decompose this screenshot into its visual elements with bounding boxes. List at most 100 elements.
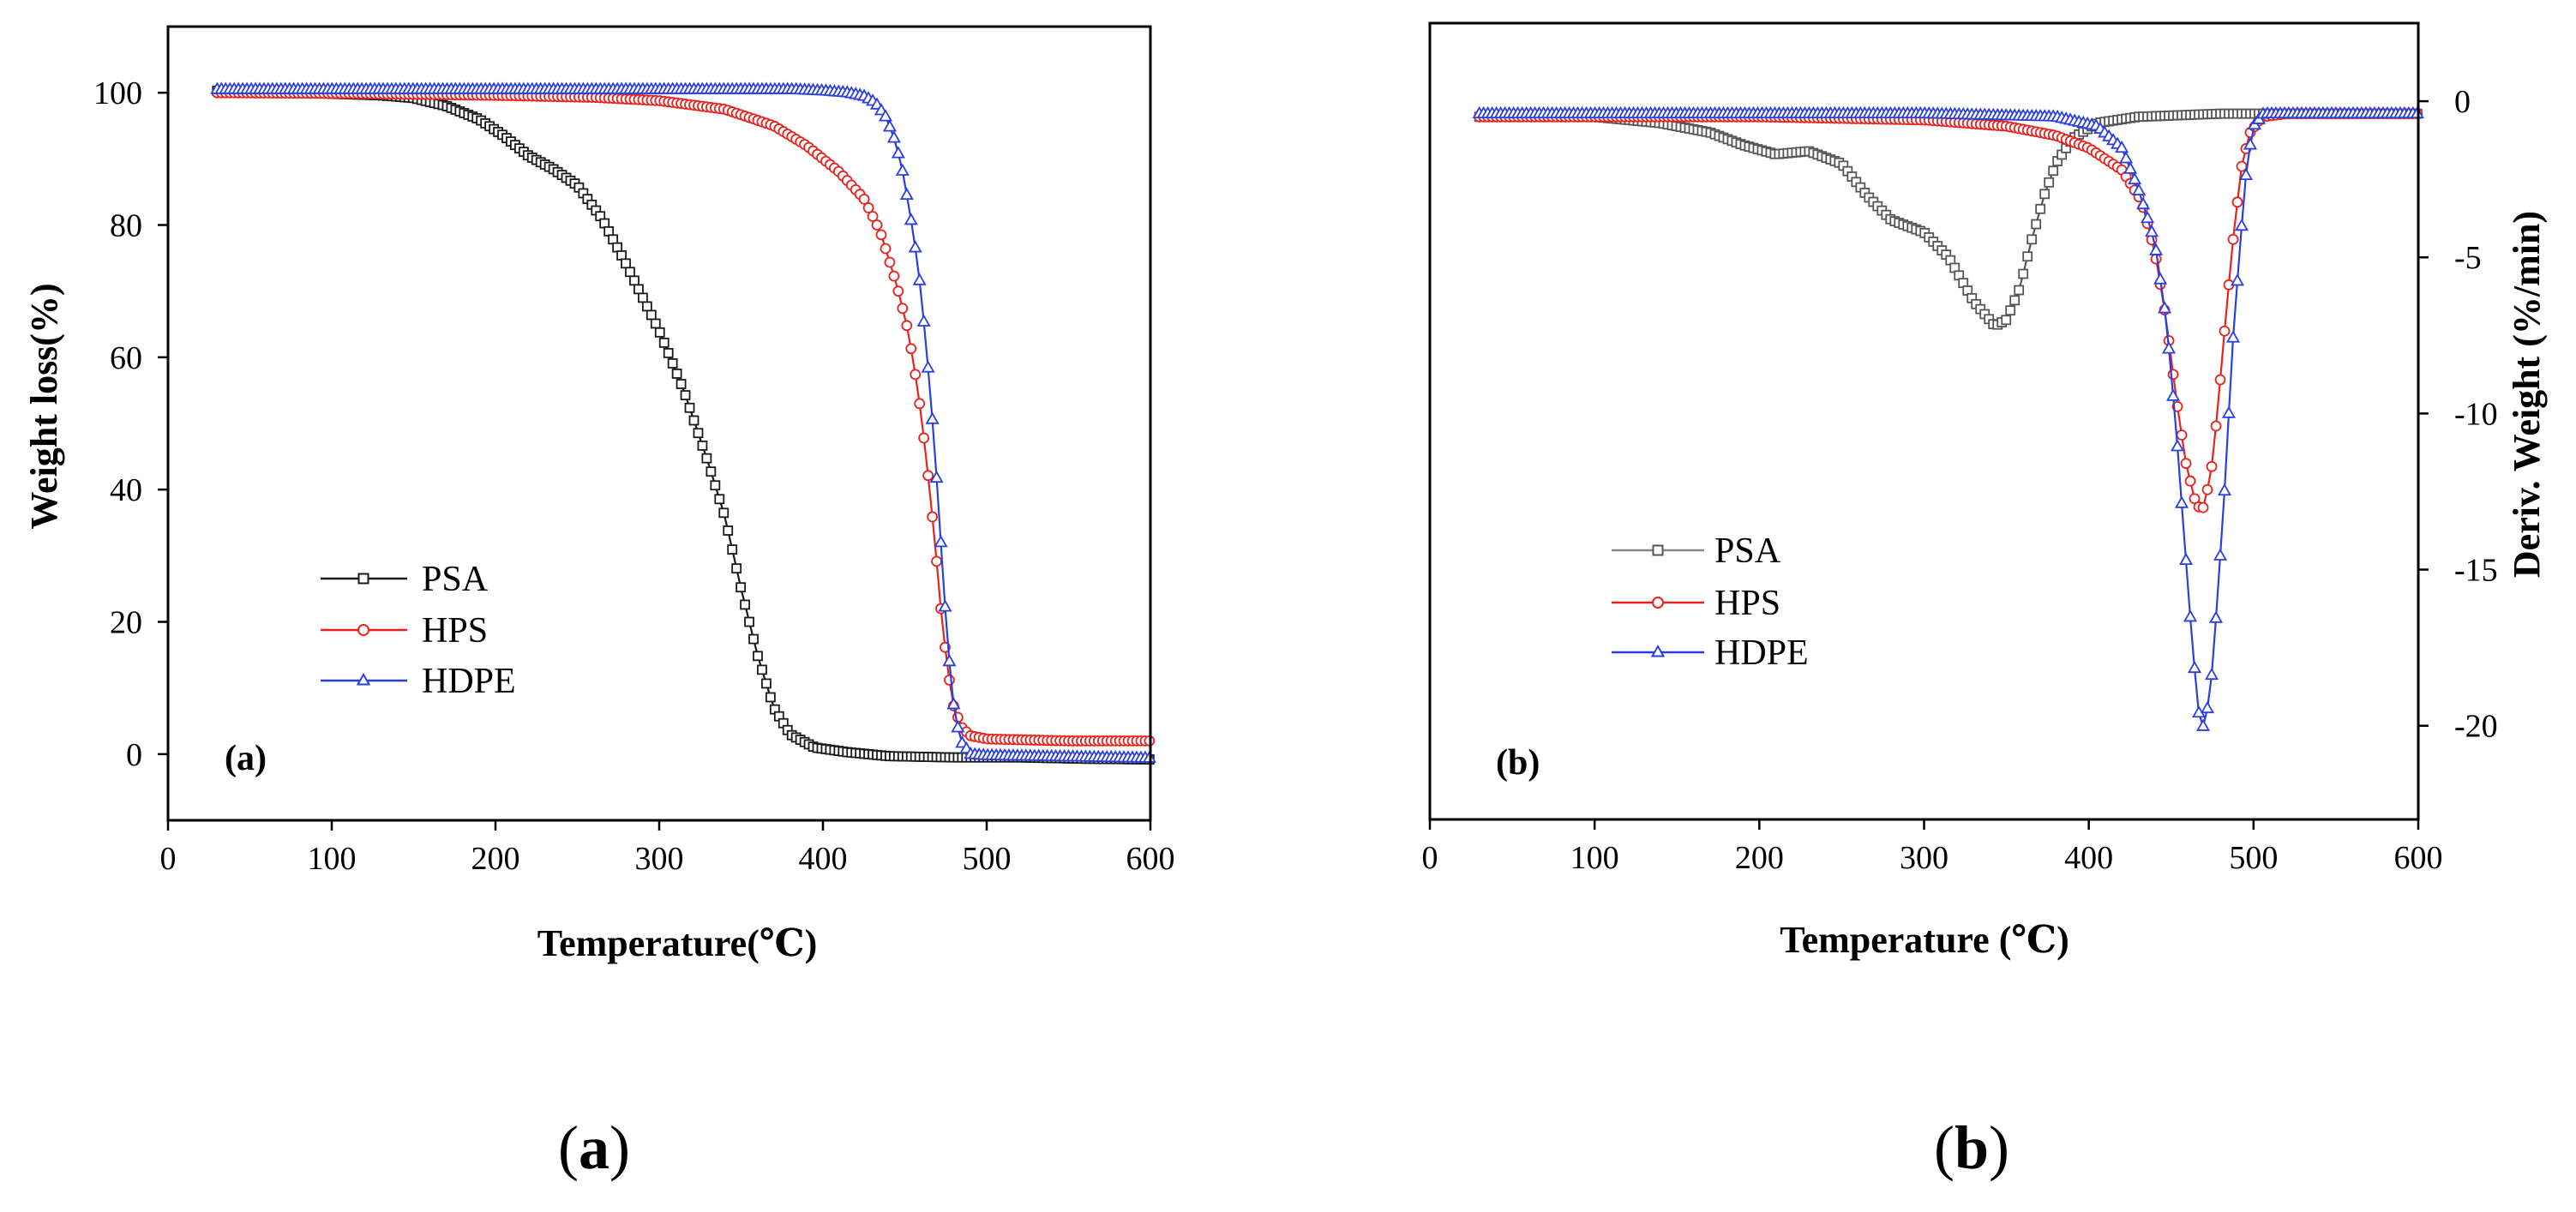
data-point-psa — [2018, 268, 2029, 279]
data-point-psa — [667, 358, 678, 369]
data-point-hdpe — [938, 599, 952, 612]
legend-item-hps: HPS — [321, 611, 488, 651]
data-point-psa — [629, 275, 639, 286]
x-tick-label: 300 — [635, 841, 684, 877]
y-tick-label: 0 — [2454, 84, 2471, 120]
x-tick-label: 100 — [308, 841, 357, 877]
data-point-hps — [2227, 233, 2239, 245]
data-point-psa — [727, 544, 738, 555]
data-point-hdpe — [2145, 225, 2159, 237]
figure-caption-a: (a) — [558, 1113, 630, 1182]
data-point-psa — [2031, 219, 2042, 230]
data-point-hps — [2231, 196, 2243, 208]
data-point-hdpe — [2200, 700, 2215, 714]
data-point-hdpe — [2128, 171, 2142, 185]
data-point-psa — [748, 633, 759, 645]
series-layer-a — [210, 81, 1156, 765]
data-point-psa — [2044, 177, 2055, 188]
data-point-hps — [2210, 420, 2222, 432]
data-point-psa — [676, 379, 687, 389]
data-point-psa — [2035, 203, 2046, 214]
y-tick-label: 60 — [110, 340, 142, 376]
data-point-psa — [757, 664, 767, 675]
data-point-psa — [761, 678, 772, 689]
y-axis-title-b: Deriv. Weight (%/min) — [2506, 211, 2548, 578]
data-point-hdpe — [2158, 301, 2172, 314]
x-tick-label: 100 — [1570, 840, 1619, 876]
data-point-hdpe — [2195, 718, 2211, 731]
data-point-hdpe — [2141, 210, 2155, 224]
data-point-hps — [927, 511, 938, 523]
data-point-psa — [2005, 305, 2016, 316]
data-point-hdpe — [2136, 196, 2151, 210]
data-point-psa — [731, 563, 742, 574]
data-point-hdpe — [925, 411, 940, 424]
data-point-hdpe — [899, 187, 914, 201]
data-point-psa — [680, 390, 691, 400]
figure-caption-b: (b) — [1934, 1113, 2009, 1182]
data-point-hdpe — [878, 109, 893, 122]
data-point-hps — [888, 270, 900, 282]
x-tick-label: 600 — [2394, 840, 2443, 876]
data-point-hps — [901, 320, 913, 332]
series-layer-b — [1472, 105, 2424, 731]
data-point-hps — [897, 303, 909, 315]
x-tick-label: 200 — [471, 841, 520, 877]
x-tick-label: 400 — [2064, 840, 2113, 876]
data-point-psa — [693, 428, 704, 439]
data-point-hps — [905, 343, 917, 355]
data-point-psa — [723, 525, 734, 536]
plot-frame-b — [1428, 21, 2420, 821]
data-point-hps — [944, 675, 955, 686]
data-point-psa — [654, 327, 665, 338]
data-point-hdpe — [891, 146, 905, 159]
legend-item-psa: PSA — [1612, 531, 1781, 571]
data-point-psa — [697, 441, 708, 451]
series-markers-hdpe — [210, 81, 1156, 763]
data-point-hdpe — [2171, 439, 2185, 452]
data-point-psa — [671, 369, 682, 379]
x-tick-label: 500 — [2229, 840, 2278, 876]
data-point-psa — [633, 284, 644, 295]
data-point-hdpe — [2234, 218, 2249, 231]
data-point-hps — [858, 194, 870, 205]
data-point-hdpe — [916, 314, 931, 327]
data-point-psa — [663, 347, 674, 358]
data-point-hps — [2176, 429, 2188, 441]
data-point-hdpe — [2153, 272, 2168, 285]
data-point-hdpe — [2243, 137, 2258, 150]
data-point-psa — [2027, 234, 2038, 245]
data-point-hdpe — [934, 535, 948, 548]
data-point-hps — [880, 243, 892, 255]
data-point-hdpe — [2208, 610, 2224, 623]
y-axis-title-a: Weight loss(%) — [23, 283, 65, 529]
plot-frame-a — [166, 25, 1152, 822]
data-point-psa — [2014, 285, 2025, 296]
data-point-hps — [871, 219, 883, 231]
data-point-psa — [646, 309, 657, 321]
data-point-hdpe — [942, 653, 957, 667]
data-point-psa — [736, 582, 747, 593]
data-point-hps — [910, 369, 922, 381]
data-point-hps — [922, 470, 934, 482]
data-point-psa — [621, 258, 631, 269]
data-point-psa — [753, 651, 763, 662]
series-markers-psa — [1474, 108, 2423, 330]
legend-label-hps: HPS — [1714, 584, 1780, 623]
y-tick-label: 80 — [110, 208, 142, 244]
data-point-hps — [867, 211, 879, 222]
data-point-psa — [710, 480, 721, 491]
chart-panel-a: 0 100 200 300 400 500 600 0 20 40 60 80 100 Tempera… — [23, 25, 1175, 964]
data-point-hps — [2206, 460, 2218, 472]
data-point-psa — [718, 507, 730, 519]
data-point-hdpe — [2166, 388, 2181, 401]
x-ticks-b: 0 100 200 300 400 500 600 — [1422, 819, 2443, 876]
data-point-hdpe — [2179, 552, 2194, 566]
data-point-psa — [641, 301, 652, 312]
data-point-hps — [2201, 483, 2213, 495]
data-point-hdpe — [2213, 548, 2228, 561]
data-point-hps — [875, 229, 887, 241]
data-point-hdpe — [2132, 183, 2147, 195]
series-line-hdpe — [217, 88, 1150, 759]
data-point-hps — [2197, 501, 2209, 513]
